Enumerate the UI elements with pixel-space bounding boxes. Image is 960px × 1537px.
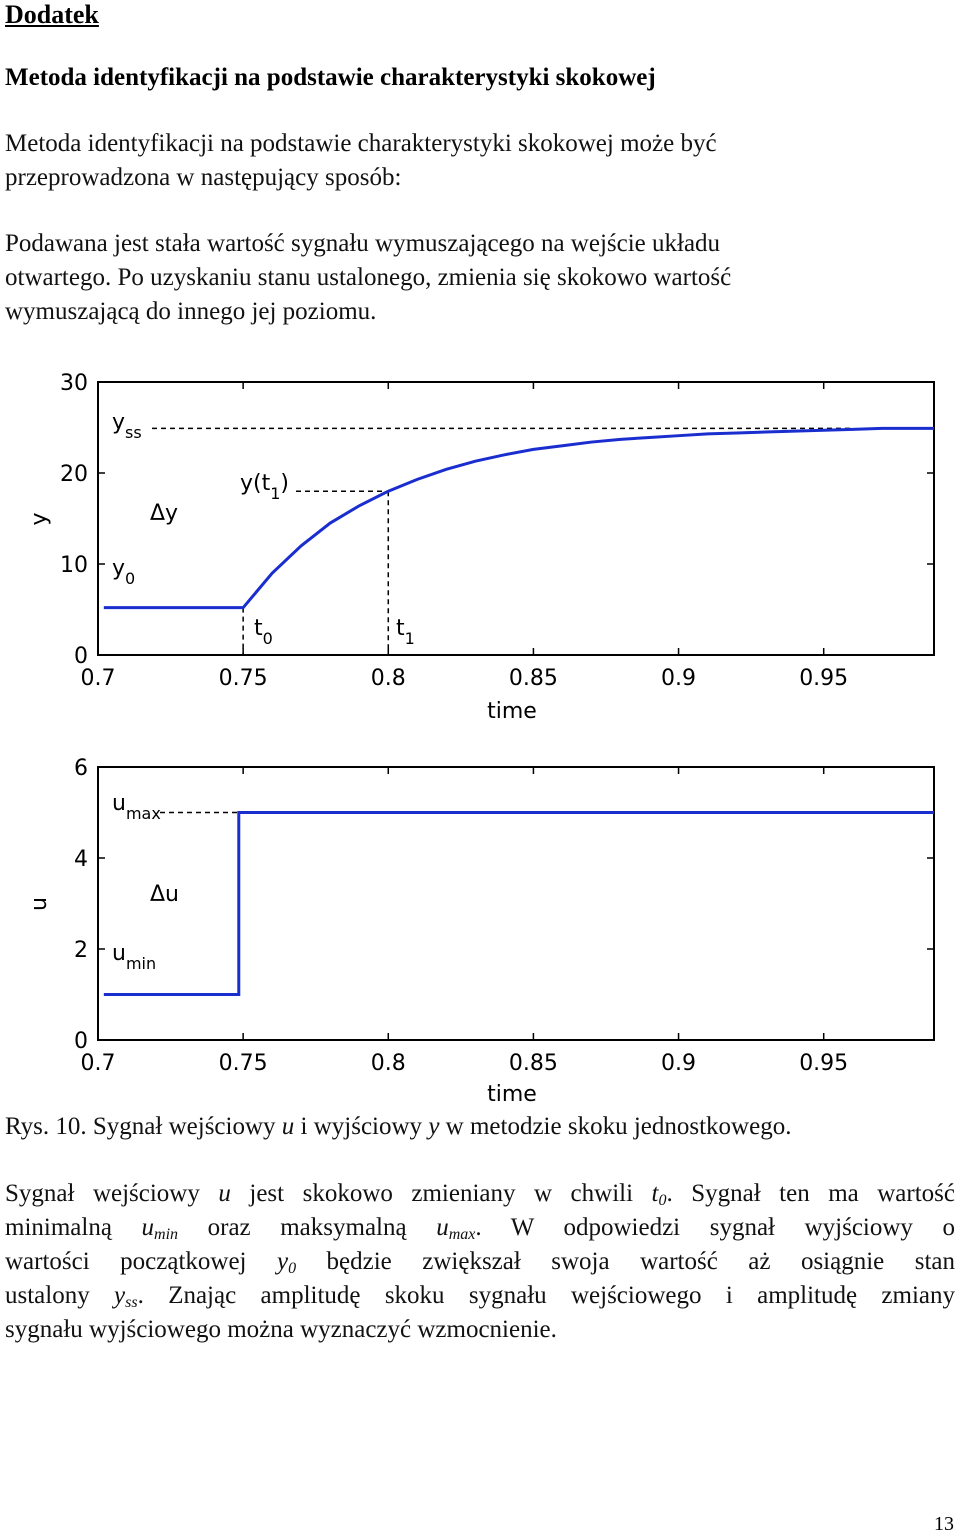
subheading: Metoda identyfikacji na podstawie charak… — [5, 64, 656, 91]
procedure-paragraph: Podawana jest stała wartość sygnału wymu… — [5, 227, 955, 329]
explanation-line-2: minimalną umin oraz maksymalną umax. W o… — [5, 1214, 956, 1243]
x-tick-label: 0.95 — [799, 1051, 848, 1076]
annotation-umax: umax — [112, 791, 161, 823]
annotation-umin: umin — [112, 941, 156, 973]
intro-paragraph: Metoda identyfikacji na podstawie charak… — [5, 127, 955, 195]
series-line-y — [103, 426, 934, 610]
y-tick-label: 2 — [74, 938, 88, 963]
x-tick-label: 0.75 — [219, 666, 268, 691]
output-step-chart: 0 10 20 30 0.7 0.75 0.8 0.85 0.9 0.95 time y yss… — [27, 371, 935, 724]
input-step-chart: 0 2 4 6 0.7 0.75 0.8 0.85 0.9 0.95 time u umax Δ… — [27, 756, 935, 1107]
explanation-line-5: sygnału wyjściowego można wyznaczyć wzmo… — [5, 1316, 557, 1343]
y-axis-label: u — [27, 897, 52, 911]
x-tick-label: 0.8 — [371, 1051, 406, 1076]
caption-mid: i wyjściowy — [294, 1113, 429, 1140]
plot-frame — [97, 381, 935, 656]
annotation-y0: y0 — [112, 556, 135, 588]
x-axis-label: time — [487, 1082, 537, 1107]
x-ticks: 0.7 0.75 0.8 0.85 0.9 0.95 — [81, 382, 848, 691]
x-tick-label: 0.85 — [509, 1051, 558, 1076]
procedure-line-3: wymuszającą do innego jej poziomu. — [5, 298, 377, 325]
y-ticks: 0 2 4 6 — [74, 756, 934, 1054]
annotation-t1: t1 — [396, 616, 415, 648]
caption-prefix: Rys. 10. Sygnał wejściowy — [5, 1113, 282, 1140]
annotation-delta-u: Δu — [150, 882, 179, 907]
x-tick-label: 0.85 — [509, 666, 558, 691]
intro-line-2: przeprowadzona w następujący sposób: — [5, 164, 402, 191]
x-tick-label: 0.9 — [661, 1051, 696, 1076]
x-ticks: 0.7 0.75 0.8 0.85 0.9 0.95 — [81, 767, 848, 1076]
y-ticks: 0 10 20 30 — [60, 371, 934, 669]
x-tick-label: 0.9 — [661, 666, 696, 691]
figure-caption: Rys. 10. Sygnał wejściowy u i wyjściowy … — [5, 1110, 955, 1144]
x-tick-label: 0.95 — [799, 666, 848, 691]
y-tick-label: 0 — [74, 644, 88, 669]
y-tick-label: 10 — [60, 553, 88, 578]
y-tick-label: 6 — [74, 756, 88, 781]
annotation-delta-y: Δy — [150, 501, 178, 526]
x-tick-label: 0.7 — [81, 666, 116, 691]
annotation-yss: yss — [112, 410, 142, 442]
annotation-y-t1: y(t1) — [240, 471, 289, 503]
procedure-line-1: Podawana jest stała wartość sygnału wymu… — [5, 230, 721, 257]
x-tick-label: 0.75 — [219, 1051, 268, 1076]
annotation-t0: t0 — [254, 616, 273, 648]
y-tick-label: 20 — [60, 462, 88, 487]
x-tick-label: 0.8 — [371, 666, 406, 691]
page-number: 13 — [934, 1513, 954, 1535]
procedure-line-2: otwartego. Po uzyskaniu stanu ustalonego… — [5, 264, 732, 291]
explanation-line-1: Sygnał wejściowy u jest skokowo zmienian… — [5, 1180, 956, 1209]
y-axis-label: y — [27, 512, 52, 525]
caption-suffix: w metodzie skoku jednostkowego. — [439, 1113, 792, 1140]
explanation-line-4: ustalony yss. Znając amplitudę skoku syg… — [5, 1282, 955, 1311]
y-tick-label: 0 — [74, 1029, 88, 1054]
x-axis-label: time — [487, 699, 537, 724]
explanation-line-3: wartości początkowej y0 będzie zwiększał… — [5, 1248, 955, 1277]
plot-frame — [97, 766, 935, 1041]
intro-line-1: Metoda identyfikacji na podstawie charak… — [5, 130, 717, 157]
series-line-u — [103, 811, 934, 996]
y-tick-label: 30 — [60, 371, 88, 396]
guide-lines — [152, 427, 852, 655]
caption-y: y — [428, 1113, 440, 1140]
explanation-paragraph: Sygnał wejściowy u jest skokowo zmienian… — [5, 1177, 955, 1347]
caption-u: u — [281, 1113, 295, 1140]
x-tick-label: 0.7 — [81, 1051, 116, 1076]
y-tick-label: 4 — [74, 847, 88, 872]
section-heading: Dodatek — [5, 0, 99, 29]
